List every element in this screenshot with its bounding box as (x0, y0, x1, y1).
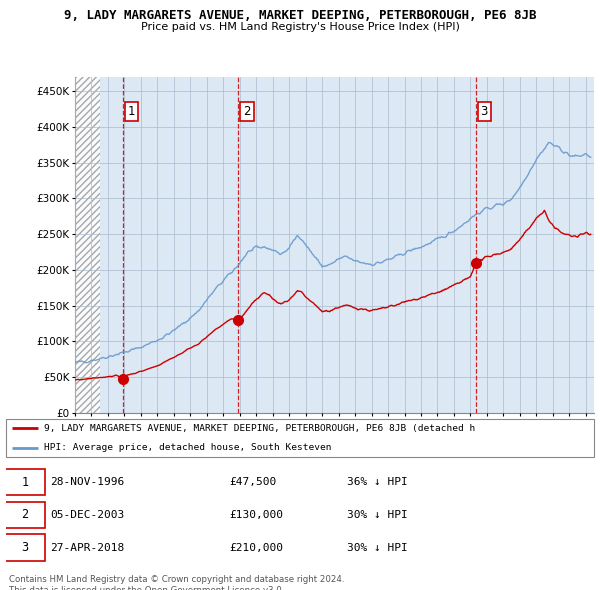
Bar (75, 77, 100, 413)
Text: 27-APR-2018: 27-APR-2018 (50, 543, 124, 552)
Text: 28-NOV-1996: 28-NOV-1996 (50, 477, 124, 487)
Text: 2: 2 (244, 106, 251, 119)
Text: 3: 3 (481, 106, 488, 119)
Text: 1: 1 (21, 476, 28, 489)
Text: 30% ↓ HPI: 30% ↓ HPI (347, 543, 408, 552)
Text: 30% ↓ HPI: 30% ↓ HPI (347, 510, 408, 520)
FancyBboxPatch shape (5, 502, 45, 528)
Text: 1: 1 (128, 106, 136, 119)
Text: 36% ↓ HPI: 36% ↓ HPI (347, 477, 408, 487)
Text: HPI: Average price, detached house, South Kesteven: HPI: Average price, detached house, Sout… (44, 443, 332, 452)
Text: 3: 3 (21, 541, 28, 554)
FancyBboxPatch shape (5, 535, 45, 560)
Text: 9, LADY MARGARETS AVENUE, MARKET DEEPING, PETERBOROUGH, PE6 8JB (detached h: 9, LADY MARGARETS AVENUE, MARKET DEEPING… (44, 424, 475, 433)
Text: 9, LADY MARGARETS AVENUE, MARKET DEEPING, PETERBOROUGH, PE6 8JB: 9, LADY MARGARETS AVENUE, MARKET DEEPING… (64, 9, 536, 22)
Text: £130,000: £130,000 (229, 510, 283, 520)
Text: Price paid vs. HM Land Registry's House Price Index (HPI): Price paid vs. HM Land Registry's House … (140, 22, 460, 32)
Text: 2: 2 (21, 508, 28, 522)
Text: £210,000: £210,000 (229, 543, 283, 552)
Text: Contains HM Land Registry data © Crown copyright and database right 2024.
This d: Contains HM Land Registry data © Crown c… (9, 575, 344, 590)
FancyBboxPatch shape (5, 469, 45, 495)
FancyBboxPatch shape (6, 419, 594, 457)
Text: £47,500: £47,500 (229, 477, 277, 487)
Text: 05-DEC-2003: 05-DEC-2003 (50, 510, 124, 520)
